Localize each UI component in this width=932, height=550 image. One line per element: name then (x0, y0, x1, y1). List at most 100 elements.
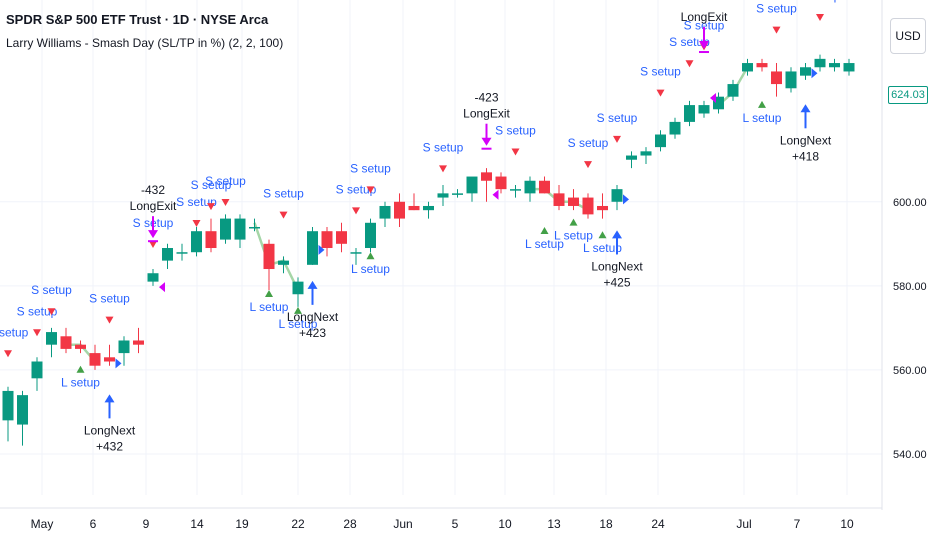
candle-body (60, 336, 72, 349)
candle-body (234, 218, 246, 240)
x-tick-label: 5 (452, 517, 459, 531)
long-exit-label: LongExit (681, 10, 728, 24)
indicator-title[interactable]: Larry Williams - Smash Day (SL/TP in %) … (6, 36, 284, 50)
s-setup-triangle (816, 14, 824, 21)
l-setup-label: L setup (279, 317, 318, 331)
long-exit-arrowhead (699, 41, 709, 50)
candle-body (249, 226, 260, 229)
l-setup-triangle (366, 252, 375, 260)
candle-body (684, 105, 695, 122)
candle-body (263, 243, 275, 270)
candle-body (423, 205, 434, 211)
x-tick-label: 10 (498, 517, 512, 531)
s-setup-label: S setup (0, 325, 29, 339)
long-next-label: LongNext (780, 133, 832, 147)
candle-body (698, 105, 710, 114)
candles (2, 54, 855, 446)
candle-body (829, 63, 840, 68)
s-setup-triangle (4, 350, 12, 358)
s-setup-label: S setup (423, 140, 464, 154)
l-setup-label: L setup (351, 262, 390, 276)
candle-body (2, 390, 14, 421)
signal-lines (66, 66, 749, 363)
candle-body (278, 260, 289, 265)
candle-body (104, 357, 115, 362)
candle-body (713, 96, 724, 110)
s-setup-label: S setup (568, 136, 609, 150)
candle-body (481, 172, 492, 181)
s-setup-triangle (192, 219, 201, 227)
l-setup-label: L setup (554, 229, 593, 243)
long-entry-flag (623, 194, 629, 205)
l-setup-label: L setup (61, 376, 100, 390)
s-setup-label: S setup (31, 283, 72, 297)
s-setup-triangle (33, 329, 41, 337)
s-setup-triangle (279, 211, 288, 219)
s-setup-label: S setup (205, 174, 246, 188)
candle-body (437, 193, 449, 198)
candle-body (220, 218, 231, 240)
candle-body (336, 231, 347, 244)
long-exit-value: -423 (474, 91, 498, 105)
x-tick-label: May (31, 517, 54, 531)
candle-body (394, 201, 405, 219)
s-setup-label: S setup (640, 65, 681, 79)
s-setup-label: S setup (89, 292, 130, 306)
axes: 540.00 560.00 580.00 600.00 May 6 9 14 19 22 28 Jun… (0, 0, 927, 531)
candle-body (495, 176, 507, 190)
long-exit-value: -432 (141, 183, 165, 197)
s-setup-triangle (584, 161, 592, 169)
last-price-tag: 624.03 (888, 86, 928, 104)
candle-body (466, 176, 478, 194)
s-setup-label: S setup (684, 18, 725, 32)
s-setup-triangle (511, 148, 520, 156)
long-exit-label: LongExit (130, 199, 177, 213)
s-setup-label: S setup (756, 2, 797, 16)
s-setup-triangle (207, 203, 215, 211)
candle-body (17, 395, 28, 425)
s-setup-label: S setup (336, 182, 377, 196)
s-setup-label: S setup (495, 124, 536, 138)
x-tick-label: 19 (235, 517, 249, 531)
s-setup-label: S setup (17, 304, 58, 318)
x-tick-label: Jul (736, 517, 751, 531)
currency-button[interactable]: USD (890, 18, 926, 54)
long-entry-flag (318, 244, 325, 255)
s-setup-label: S setup (800, 0, 841, 3)
symbol-title[interactable]: SPDR S&P 500 ETF Trust · 1D · NYSE Arca (6, 12, 269, 27)
s-setup-triangle (772, 26, 781, 34)
long-next-value: +432 (96, 439, 123, 453)
y-tick-label: 600.00 (893, 197, 927, 209)
l-setup-triangle (265, 290, 273, 298)
s-setup-triangle (656, 89, 665, 97)
candle-body (321, 231, 333, 249)
long-entry-flag (115, 358, 122, 369)
long-next-value: +418 (792, 149, 819, 163)
x-tick-label: 28 (343, 517, 357, 531)
candle-body (307, 231, 318, 265)
candle-body (640, 151, 652, 156)
candle-body (727, 84, 739, 97)
s-setup-triangle (685, 60, 694, 68)
long-exit-flag (710, 93, 716, 104)
l-setup-triangle (598, 231, 607, 239)
l-setup-label: L setup (250, 300, 289, 314)
x-tick-label: 9 (143, 517, 150, 531)
s-setup-label: S setup (669, 35, 710, 49)
long-exit-flag (159, 282, 165, 293)
s-setup-triangle (613, 135, 621, 143)
long-next-value: +423 (299, 326, 326, 340)
candle-body (611, 189, 623, 202)
candle-body (771, 71, 782, 85)
candle-body (669, 121, 681, 135)
y-tick-label: 540.00 (893, 449, 927, 461)
l-setup-label: L setup (583, 241, 622, 255)
l-setup-triangle (758, 100, 766, 108)
long-next-arrowhead (307, 280, 318, 289)
candle-body (176, 252, 188, 254)
x-tick-label: 14 (190, 517, 204, 531)
candle-body (75, 344, 86, 349)
x-tick-label: Jun (393, 517, 412, 531)
candle-body (756, 63, 768, 68)
